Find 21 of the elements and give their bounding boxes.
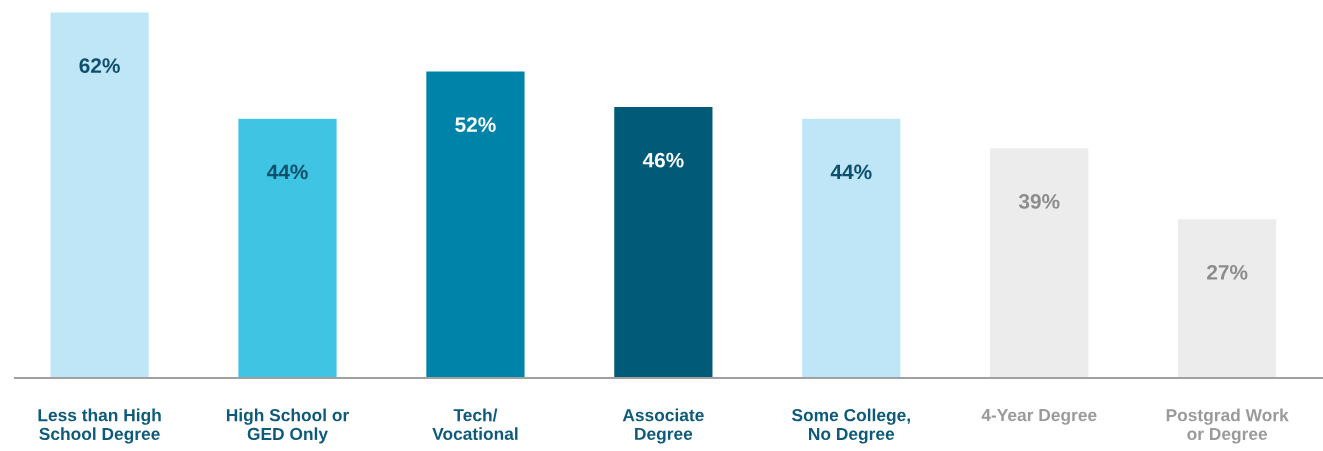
data-label: 44% — [830, 164, 872, 180]
data-label: 27% — [1207, 264, 1248, 280]
data-label: 52% — [455, 117, 496, 133]
bar — [424, 70, 526, 378]
bar — [800, 117, 902, 378]
bar — [612, 105, 714, 378]
x-tick-label: High School or GED Only — [226, 408, 349, 444]
bar — [988, 146, 1090, 378]
bar — [237, 117, 338, 378]
x-tick-label: 4-Year Degree — [981, 409, 1097, 425]
x-tick-label: Less than High School Degree — [38, 408, 161, 444]
bar — [1176, 217, 1278, 378]
x-tick-label: Postgrad Work or Degree — [1166, 408, 1289, 444]
data-label: 46% — [642, 152, 684, 168]
x-tick-label: Associate Degree — [622, 408, 704, 444]
bar — [49, 11, 151, 378]
x-tick-label: Tech/ Vocational — [432, 408, 518, 441]
data-label: 39% — [1018, 194, 1060, 209]
data-label: 44% — [266, 164, 308, 180]
x-tick-label: Some College, No Degree — [791, 408, 910, 444]
data-label: 62% — [79, 58, 120, 73]
